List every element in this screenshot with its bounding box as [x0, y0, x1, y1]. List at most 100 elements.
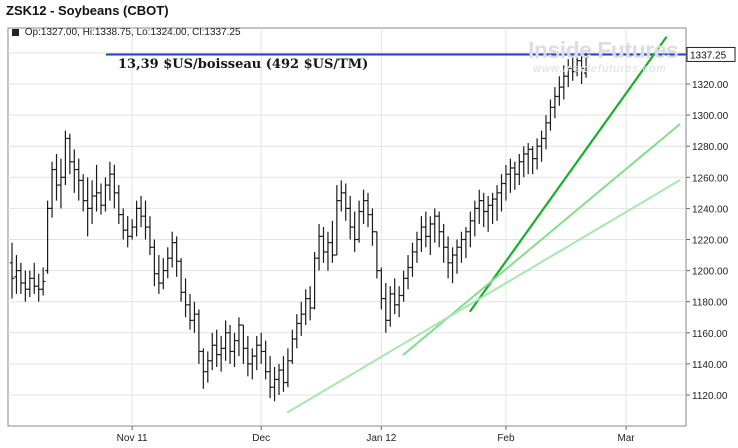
x-tick-label: Jan 12 [366, 433, 396, 444]
ohlc-bar [388, 286, 393, 327]
ohlc-bar [14, 255, 19, 294]
ohlc-bar [459, 231, 464, 263]
ohlc-bar [414, 231, 420, 263]
ohlc-bar [454, 239, 460, 274]
ohlc-bar [54, 153, 59, 201]
last-price-tag: 1337.25 [686, 46, 736, 62]
ohlc-bar [165, 247, 170, 279]
watermark-logo: Inside Futures [528, 37, 679, 63]
ohlc-bar [112, 164, 117, 209]
chart-title: ZSK12 - Soybeans (CBOT) [6, 3, 169, 18]
ohlc-bar [138, 195, 144, 228]
ohlc-bar [196, 309, 202, 364]
ohlc-bar [307, 286, 313, 321]
ohlc-bar [396, 286, 402, 318]
ohlc-close: Cl:1337.25 [192, 27, 241, 38]
ohlc-bar [94, 164, 99, 212]
ohlc-bar [312, 251, 317, 310]
y-tick-label: 1180.00 [692, 298, 728, 309]
ohlc-bar [316, 223, 322, 271]
ohlc-bar [450, 247, 455, 284]
watermark-url: www.insidefutures.com [533, 63, 667, 75]
ohlc-bar [392, 278, 397, 315]
ohlc-bar [330, 220, 335, 263]
ohlc-bar [58, 158, 64, 209]
ohlc-bar [187, 293, 193, 330]
ohlc-bar [214, 329, 219, 368]
ohlc-bar [161, 258, 166, 290]
ohlc-bar [18, 262, 24, 294]
x-tick-label: Mar [617, 433, 635, 444]
ohlc-bar [552, 87, 558, 119]
ohlc-bar [294, 314, 299, 349]
ohlc-bar [410, 242, 415, 277]
ohlc-bar [156, 255, 162, 294]
ohlc-bar [27, 270, 32, 298]
ohlc-bar [241, 324, 246, 364]
ohlc-bar [143, 200, 148, 240]
ohlc-low: Lo:1324.00 [136, 27, 187, 38]
ohlc-bar [152, 239, 157, 287]
ohlc-bar [428, 216, 433, 256]
ohlc-bar [566, 59, 571, 88]
ohlc-bar [423, 211, 429, 248]
ohlc-bar [32, 262, 37, 294]
ohlc-bar [503, 164, 509, 201]
ohlc-bar [526, 143, 531, 175]
ohlc-bar [325, 231, 331, 271]
ohlc-bar [339, 180, 344, 212]
y-tick-label: 1260.00 [692, 173, 729, 184]
ohlc-bar [45, 200, 50, 274]
ohlc-bar [405, 255, 411, 290]
ohlc-bar [468, 211, 473, 248]
ohlc-bar [374, 231, 380, 279]
ohlc-bar [178, 258, 184, 302]
ohlc-bar [63, 130, 68, 186]
ohlc-high: Hi:1338.75 [82, 27, 131, 38]
ohlc-bar [432, 208, 437, 243]
ohlc-bar [49, 161, 55, 218]
ohlc-bar [574, 54, 580, 77]
x-tick-label: Nov 11 [117, 433, 148, 444]
ohlc-bar [210, 332, 215, 371]
ohlc-bar [276, 363, 282, 395]
ohlc-bar [218, 335, 224, 372]
y-tick-label: 1120.00 [692, 391, 728, 402]
ohlc-bar [67, 133, 73, 175]
ohlc-bar [370, 208, 375, 246]
ohlc-bar [401, 270, 406, 302]
ohlc-bar [419, 216, 424, 252]
y-tick-label: 1280.00 [692, 142, 729, 153]
y-tick-label: 1220.00 [692, 236, 729, 247]
y-tick-label: 1200.00 [692, 267, 729, 278]
ohlc-bar [232, 332, 237, 368]
ohlc-bar [356, 200, 362, 243]
ohlc-bar [530, 146, 535, 175]
ohlc-bar [205, 351, 210, 383]
y-tick-label: 1320.00 [692, 80, 729, 91]
ohlc-bar [227, 325, 233, 364]
ohlc-bar [103, 177, 108, 212]
price-bars [9, 52, 589, 402]
ohlc-bar [508, 158, 513, 193]
ohlc-bar [285, 348, 291, 388]
x-tick-label: Feb [497, 433, 515, 444]
ohlc-bar [521, 146, 526, 178]
ohlc-bar [40, 267, 46, 296]
last-price-label: 1337.25 [690, 50, 727, 61]
ohlc-bar [281, 356, 286, 392]
ohlc-marker-icon [12, 29, 19, 36]
ohlc-bar [352, 211, 357, 252]
ohlc-bar [250, 348, 255, 380]
ohlc-bar [561, 65, 566, 100]
ohlc-bar [290, 329, 295, 364]
ohlc-bar [121, 208, 126, 240]
ohlc-bar [579, 56, 584, 84]
ohlc-bar [334, 185, 340, 256]
ohlc-bar [81, 174, 86, 212]
ohlc-bar [267, 356, 273, 399]
last-price-box [686, 46, 736, 62]
ohlc-open: Op:1327.00 [24, 27, 78, 38]
ohlc-bar [570, 56, 575, 81]
